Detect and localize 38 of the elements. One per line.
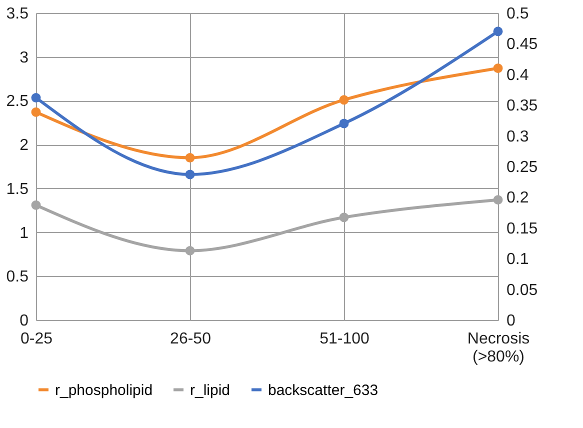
x-tick-label: 26-50 [170,330,212,348]
y-tick-label: 2.5 [6,93,29,110]
y2-tick-label: 0.3 [506,128,529,146]
point [493,64,503,73]
y2-tick-label: 0.35 [506,98,538,115]
legend-label: backscatter_633 [268,382,378,399]
x-tick-label: 0-25 [20,330,53,348]
y2-tick-label: 0.45 [506,36,538,54]
y-tick-label: 1.5 [6,180,29,198]
point [493,26,503,36]
x-tick-label: 51-100 [320,330,370,348]
y2-tick-label: 0.05 [506,282,538,299]
point [31,107,41,117]
y-tick-label: 3.5 [6,6,29,22]
point [339,95,349,105]
point [31,93,41,102]
point [185,152,195,162]
y2-tick-label: 0.15 [506,220,538,238]
y2-tick-label: 0.4 [506,66,529,84]
point [185,170,195,180]
legend-label: r_phospholipid [55,382,153,399]
point [185,246,195,256]
y2-tick-label: 0.1 [506,251,529,268]
point [31,200,41,210]
point [339,118,349,128]
y-tick-label: 1 [20,224,29,242]
y-tick-label: 2 [20,137,29,154]
point [493,195,503,205]
y-tick-label: 0.5 [6,268,29,286]
y2-tick-label: 0 [506,312,516,330]
point [339,212,349,222]
y2-tick-label: 0.2 [506,190,529,207]
y2-tick-label: 0.25 [506,159,538,176]
y2-tick-label: 0.5 [506,6,529,22]
y-tick-label: 0 [20,312,29,330]
y-tick-label: 3 [20,49,29,66]
x-tick-label: Necrosis (>80%) [467,330,530,366]
legend-label: r_lipid [190,382,230,399]
